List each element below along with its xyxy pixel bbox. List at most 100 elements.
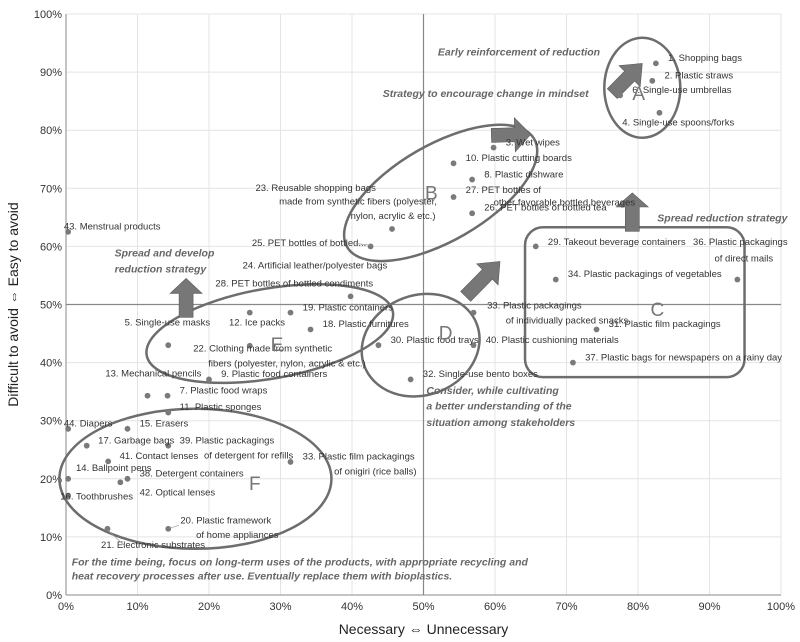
y-tick-label: 90%	[40, 67, 62, 79]
point-label: 41. Contact lenses	[120, 451, 199, 462]
point-label: 25. PET bottles of bottled...	[252, 238, 366, 249]
point-label: 34. Plastic packagings of vegetables	[568, 269, 722, 280]
point-label: 43. Menstrual products	[64, 222, 161, 233]
arrow-c	[615, 192, 650, 232]
data-point	[165, 409, 172, 416]
group-letter: E	[271, 335, 284, 356]
data-point	[389, 226, 395, 232]
point-label: 31. Plastic film packagings	[609, 319, 721, 330]
point-label: 7. Plastic food wraps	[180, 385, 268, 396]
data-point	[367, 243, 374, 250]
data-point	[469, 210, 476, 217]
y-tick-label: 40%	[40, 358, 62, 370]
y-tick-label: 50%	[40, 300, 62, 312]
y-tick-label: 10%	[40, 532, 62, 544]
annotations: Early reinforcement of reduction Strategy…	[72, 46, 789, 582]
point-label: 9. Plastic food containers	[221, 369, 327, 380]
data-point	[164, 392, 171, 399]
data-point	[117, 479, 124, 486]
point-label: 3. Wet wipes	[506, 137, 560, 148]
data-point	[165, 442, 172, 449]
data-points	[65, 60, 741, 532]
annotation-consider-line3: situation among stakeholders	[426, 417, 575, 429]
group-letter: B	[425, 183, 438, 204]
point-label: 44. Diapers	[64, 419, 113, 430]
data-point	[734, 276, 741, 283]
point-label: 16. Toothbrushes	[60, 492, 133, 503]
point-label-line: fibers (polyester, nylon, acrylic & etc.…	[208, 359, 365, 370]
data-point	[652, 60, 659, 67]
group-d-outline	[360, 292, 481, 398]
point-label: 18. Plastic furnitures	[323, 319, 409, 330]
annotation-consider-line1: Consider, while cultivating	[426, 385, 559, 397]
axes	[65, 14, 781, 596]
point-label-line: made from synthetic fibers (polyester,	[279, 197, 437, 208]
arrow-a	[606, 63, 643, 99]
point-label: 15. Erasers	[140, 419, 189, 430]
point-label: 21. Electronic substrates	[101, 540, 205, 551]
point-label: 23. Reusable shopping bags	[255, 183, 376, 194]
data-point	[287, 459, 294, 465]
group-letter: C	[650, 300, 664, 321]
annotation-long-term-line1: For the time being, focus on long-term u…	[72, 556, 529, 568]
point-label: 8. Plastic dishware	[484, 169, 563, 180]
point-label: 26. PET bottles of bottled tea	[484, 202, 607, 213]
data-point	[165, 342, 172, 349]
point-label-line: of home appliances	[196, 530, 279, 541]
x-tick-label: 20%	[198, 601, 220, 613]
annotation-early-reinforcement: Early reinforcement of reduction	[438, 46, 600, 58]
x-tick-label: 30%	[269, 601, 291, 613]
group-letter: F	[249, 474, 261, 495]
point-label: 12. Ice packs	[229, 317, 285, 328]
point-label-line: of individually packed snacks	[506, 316, 629, 327]
x-tick-label: 90%	[698, 601, 720, 613]
arrow-e	[169, 277, 203, 318]
group-letter: A	[632, 84, 645, 105]
x-tick-label: 80%	[627, 601, 649, 613]
data-point	[649, 77, 656, 84]
x-tick-label: 50%	[412, 601, 434, 613]
data-point	[124, 475, 131, 482]
point-label-line: nylon, acrylic & etc.)	[351, 211, 436, 222]
arrow-b	[490, 116, 532, 153]
group-e-outline	[145, 282, 395, 385]
x-axis-label: Necessary ⇔ Unnecessary	[339, 621, 509, 637]
data-point	[347, 293, 354, 300]
data-point	[65, 228, 72, 235]
point-label: 17. Garbage bags	[98, 435, 174, 446]
point-label: 13. Mechanical pencils	[105, 369, 201, 380]
x-tick-label: 40%	[341, 601, 363, 613]
point-label-line: of detergent for refills	[204, 450, 293, 461]
data-point	[105, 458, 112, 465]
group-a-outline	[603, 36, 682, 140]
data-point	[593, 326, 600, 333]
arrow-d	[460, 261, 501, 302]
point-label: 40. Plastic cushioning materials	[486, 335, 619, 346]
group-letter: D	[439, 323, 453, 344]
group-b-outline	[342, 123, 539, 263]
data-point	[65, 492, 72, 499]
point-label: 33. Plastic film packagings	[303, 452, 415, 463]
annotation-consider-line2: a better understanding of the	[426, 401, 571, 413]
point-label: 6. Single-use umbrellas	[632, 85, 732, 96]
data-point	[656, 109, 663, 116]
data-point	[287, 309, 294, 316]
point-label: 37. Plastic bags for newspapers on a rai…	[585, 352, 782, 363]
group-f-outline	[58, 407, 333, 551]
data-point	[552, 276, 559, 283]
point-label: 5. Single-use masks	[125, 317, 211, 328]
point-label: 42. Optical lenses	[140, 488, 216, 499]
point-label-line: of onigiri (rice balls)	[334, 467, 416, 478]
annotation-spread-develop-line1: Spread and develop	[115, 247, 215, 259]
data-point	[83, 442, 90, 449]
y-tick-label: 70%	[40, 183, 62, 195]
point-label: 22. Clothing made from synthetic	[193, 344, 332, 355]
point-label: 2. Plastic straws	[664, 70, 733, 81]
annotation-spread-develop-line2: reduction strategy	[115, 264, 208, 276]
point-label: 33. Plastic packagings	[487, 301, 582, 312]
annotation-long-term-line2: heat recovery processes after use. Event…	[72, 570, 453, 582]
y-tick-label: 20%	[40, 474, 62, 486]
point-label: 20. Plastic framework	[180, 516, 271, 527]
y-tick-label: 0%	[46, 590, 62, 602]
